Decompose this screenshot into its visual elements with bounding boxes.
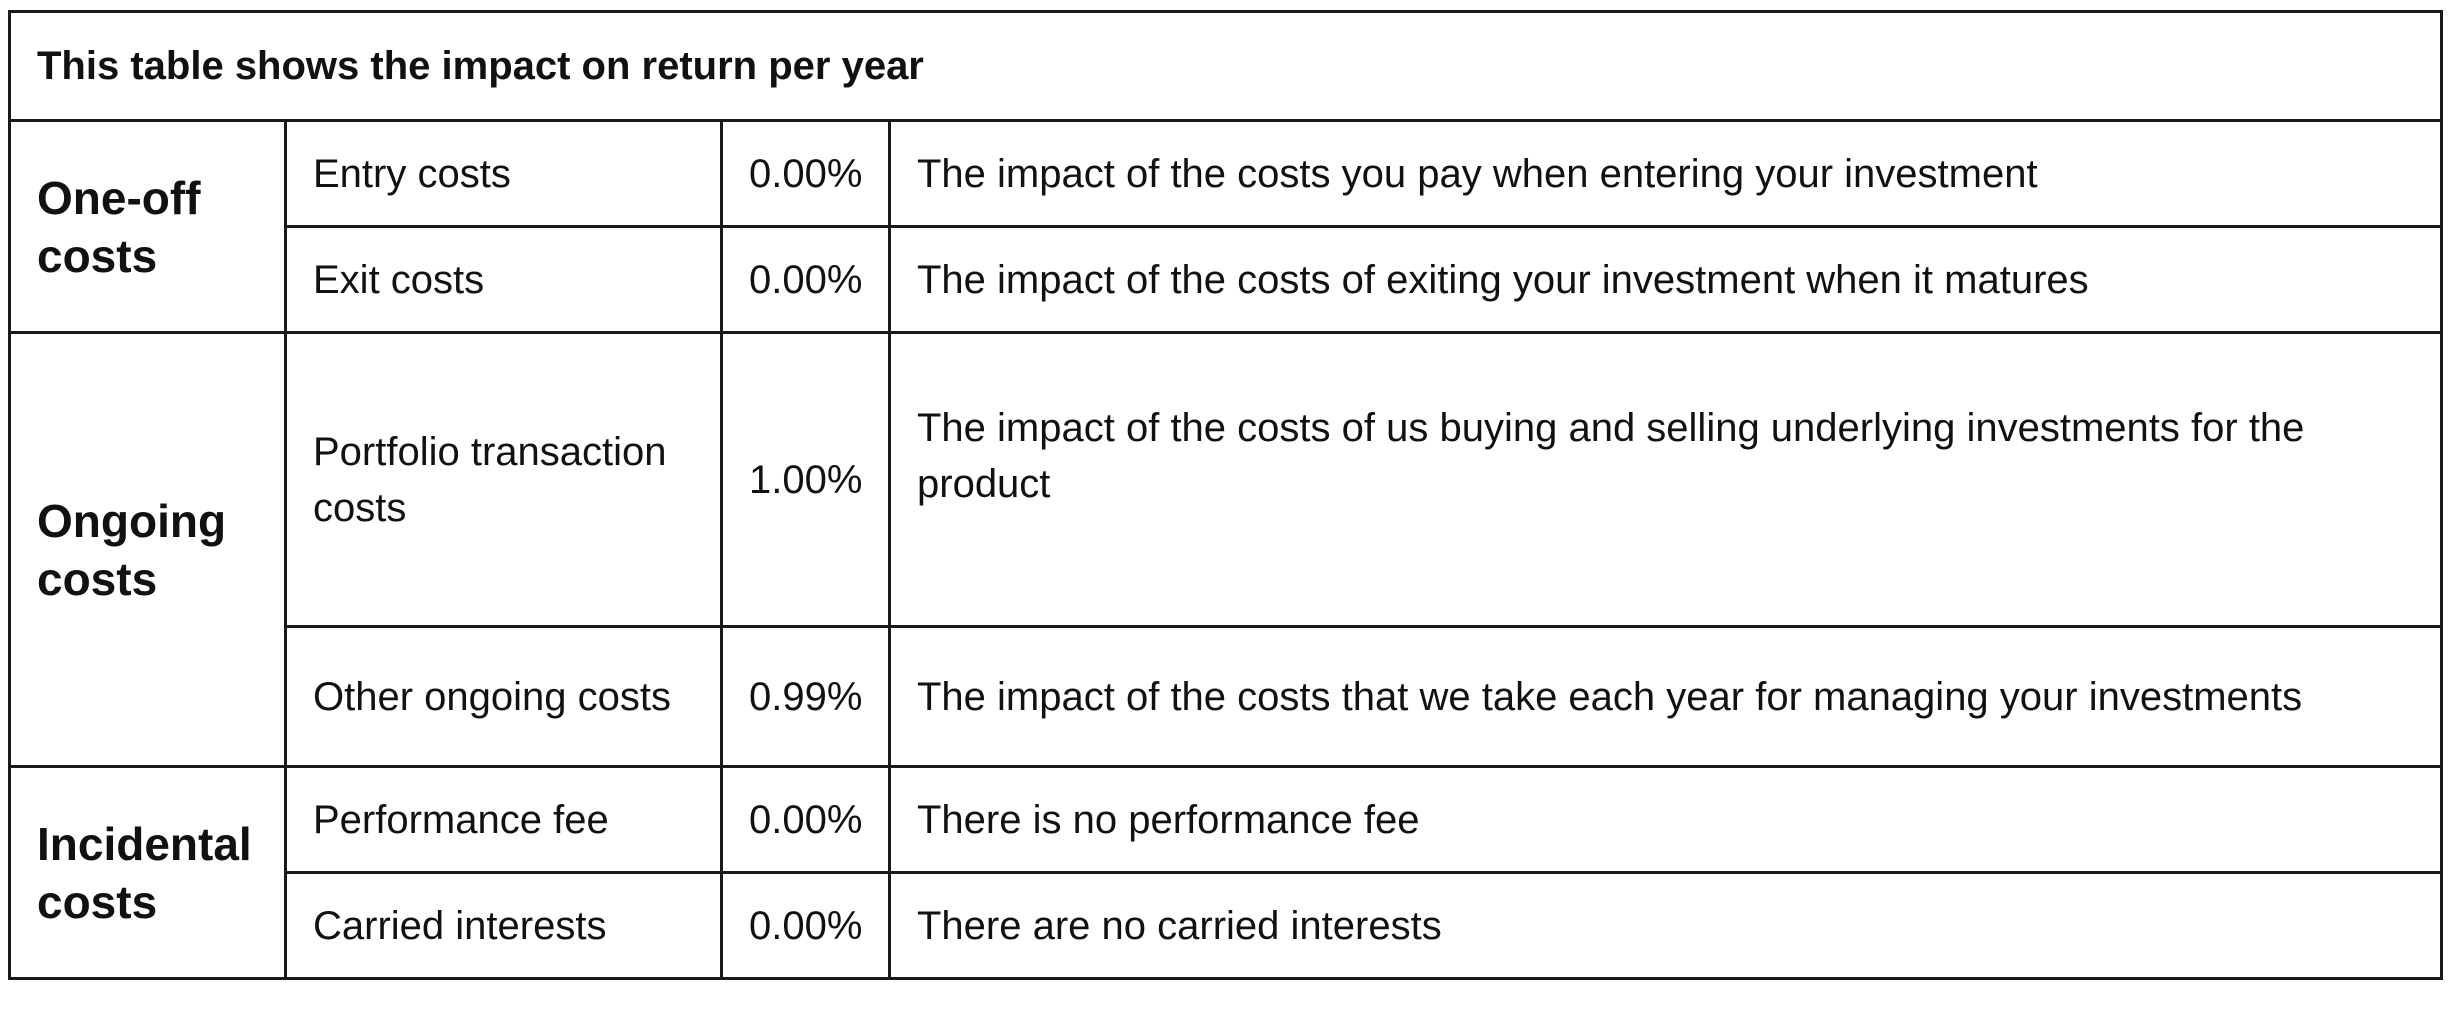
cost-item-value: 0.99%	[720, 625, 891, 768]
cost-item-description: There is no performance fee	[888, 765, 2443, 874]
cost-item-description: There are no carried interests	[888, 871, 2443, 980]
table-row: One-off costs Entry costs 0.00% The impa…	[8, 119, 2443, 334]
cost-impact-table-container: This table shows the impact on return pe…	[8, 10, 2443, 980]
table-row: Incidental costs Performance fee 0.00% T…	[8, 765, 2443, 980]
cost-item-label: Other ongoing costs	[284, 625, 723, 768]
cost-item-value: 0.00%	[720, 225, 891, 334]
table-title-row: This table shows the impact on return pe…	[8, 10, 2443, 122]
cost-impact-table: This table shows the impact on return pe…	[8, 10, 2443, 980]
table-title: This table shows the impact on return pe…	[8, 10, 2443, 122]
table-row: Exit costs 0.00% The impact of the costs…	[10, 225, 2443, 334]
table-row: Other ongoing costs 0.99% The impact of …	[10, 625, 2443, 768]
cost-item-value: 0.00%	[720, 871, 891, 980]
cost-item-description: The impact of the costs you pay when ent…	[888, 119, 2443, 228]
cost-item-value: 0.00%	[720, 765, 891, 874]
cost-item-label: Performance fee	[284, 765, 723, 874]
cost-item-label: Entry costs	[284, 119, 723, 228]
cost-item-description: The impact of the costs that we take eac…	[888, 625, 2443, 768]
group-label-one-off-costs: One-off costs	[8, 119, 287, 334]
cost-item-value: 1.00%	[720, 331, 891, 628]
cost-item-value: 0.00%	[720, 119, 891, 228]
cost-item-label: Exit costs	[284, 225, 723, 334]
cost-item-label: Portfolio transaction costs	[284, 331, 723, 628]
group-label-incidental-costs: Incidental costs	[8, 765, 287, 980]
group-label-ongoing-costs: Ongoing costs	[8, 331, 287, 768]
cost-item-label: Carried interests	[284, 871, 723, 980]
cost-item-description: The impact of the costs of exiting your …	[888, 225, 2443, 334]
table-row: Ongoing costs Portfolio transaction cost…	[8, 331, 2443, 768]
table-row: Carried interests 0.00% There are no car…	[10, 871, 2443, 980]
cost-item-description: The impact of the costs of us buying and…	[888, 331, 2443, 628]
